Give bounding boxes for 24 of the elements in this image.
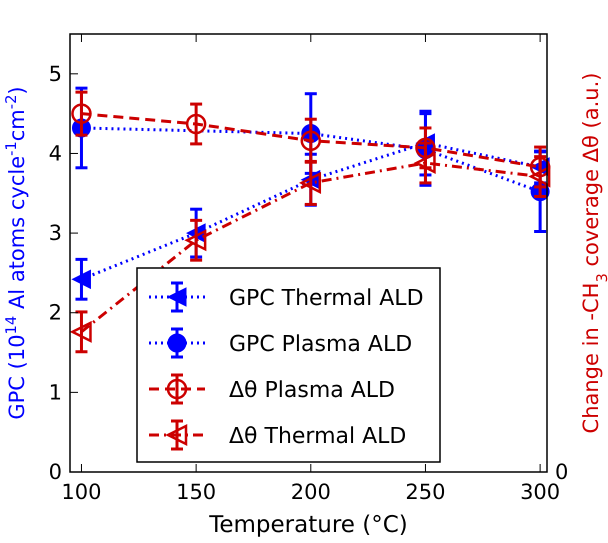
x-tick-label: 250 [405,480,446,504]
legend-label: GPC Thermal ALD [229,286,424,311]
legend-label: GPC Plasma ALD [229,332,412,357]
y-tick-label: 4 [48,141,62,166]
point [71,103,92,124]
legend-label: Δθ Thermal ALD [229,424,406,449]
x-tick-label: 200 [290,480,331,504]
point [186,230,206,251]
x-tick-label: 150 [176,480,216,504]
point [300,172,322,194]
point [300,130,322,151]
point [71,322,92,342]
point [72,270,91,289]
legend-label: Δθ Plasma ALD [229,378,395,403]
x-axis-title: Temperature (°C) [208,512,408,538]
point [186,114,206,134]
y-tick-label: 5 [48,62,62,86]
y-tick-label: 0 [48,460,62,484]
y-tick-label: 2 [48,300,62,325]
y-tick-label: 1 [48,380,62,404]
y-tick-label: 3 [48,221,62,246]
x-tick-label: 100 [61,480,102,504]
point [415,152,436,174]
point [530,166,550,187]
